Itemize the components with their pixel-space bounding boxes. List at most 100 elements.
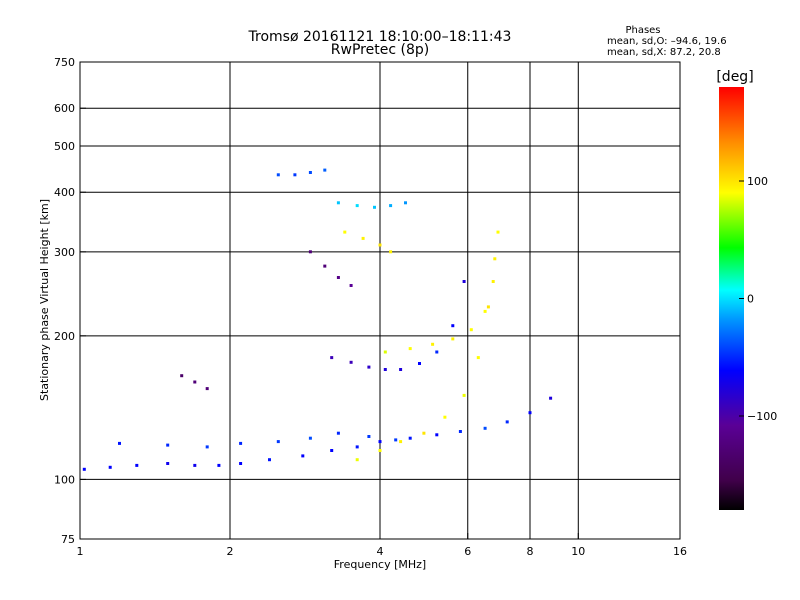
data-point [493,257,497,261]
x-tick-label: 4 [377,545,384,558]
colorbar-tick-label: 0 [747,293,754,306]
data-point [180,374,184,378]
data-point [82,467,86,471]
data-points [82,168,553,471]
data-point [308,436,312,440]
data-point [404,201,407,205]
data-point [349,360,353,364]
data-point [491,280,495,283]
data-point [293,173,297,177]
data-point [383,368,387,371]
data-point [418,362,421,365]
data-point [343,230,347,234]
data-point [394,438,398,442]
colorbar-tick-label: −100 [747,410,777,423]
chart-title: Tromsø 20161121 18:10:00–18:11:43 [248,29,512,45]
x-axis-ticks: 1 2 4 6 8 10 16 [77,533,687,558]
chart-subtitle: RwPretec (8p) [331,42,429,58]
colorbar-unit-label: [deg] [716,69,753,85]
data-point [389,204,393,208]
data-point [462,393,466,397]
data-point [408,347,412,351]
data-point [483,309,487,313]
grid-lines [80,62,680,539]
data-point [505,420,509,424]
data-point [193,380,197,384]
data-point [431,342,435,346]
colorbar-tick-label: 100 [747,175,768,188]
x-tick-label: 1 [77,545,84,558]
data-point [336,201,340,205]
x-tick-label: 8 [527,545,534,558]
data-point [268,458,271,462]
y-axis-ticks: 75 100 200 300 400 500 600 750 [54,56,86,546]
data-point [483,426,487,430]
data-point [239,441,243,445]
data-point [373,205,376,209]
data-point [435,433,439,437]
data-point [239,462,243,465]
data-point [383,350,387,354]
data-point [276,440,280,444]
y-tick-label: 75 [61,533,75,546]
y-tick-label: 200 [54,330,75,343]
data-point [399,440,403,444]
data-point [443,415,447,419]
data-point [367,365,371,369]
data-point [435,350,439,354]
x-tick-label: 16 [673,545,687,558]
data-point [193,463,197,467]
y-tick-label: 600 [54,102,75,115]
data-point [323,168,327,172]
data-point [367,435,371,438]
data-point [408,436,412,440]
data-point [323,264,327,268]
phases-x-stats: mean, sd,X: 87.2, 20.8 [607,47,721,58]
data-point [469,328,473,332]
data-point [422,431,426,435]
data-point [355,204,359,208]
data-point [451,337,455,341]
data-point [308,171,312,174]
data-point [336,431,340,435]
data-point [549,396,553,400]
data-point [330,449,334,452]
data-point [528,411,532,415]
phases-o-stats: mean, sd,O: –94.6, 19.6 [607,36,727,47]
data-point [458,430,462,433]
y-tick-label: 500 [54,140,75,153]
y-tick-label: 300 [54,246,75,259]
data-point [378,449,382,452]
data-point [349,284,353,287]
data-point [378,243,382,247]
y-tick-label: 400 [54,186,75,199]
x-tick-label: 2 [227,545,234,558]
data-point [336,276,340,279]
phases-heading: Phases [625,25,660,36]
data-point [399,368,403,371]
data-point [486,305,490,309]
x-tick-label: 6 [464,545,471,558]
data-point [308,250,312,254]
data-point [166,443,170,447]
data-point [217,463,221,467]
data-point [451,324,455,328]
data-point [496,230,500,234]
x-axis-label: Frequency [MHz] [334,558,426,571]
y-tick-label: 100 [54,473,75,486]
data-point [135,463,139,467]
colorbar-ticks: 100 0 −100 [739,175,777,423]
y-tick-label: 750 [54,56,75,69]
data-point [462,280,466,283]
data-point [166,462,170,465]
data-point [108,465,112,469]
data-point [276,173,280,177]
data-point [205,445,209,449]
data-point [378,440,382,444]
data-point [361,236,365,240]
y-axis-label: Stationary phase Virtual Height [km] [38,199,51,401]
data-point [301,454,305,458]
data-point [476,356,480,360]
data-point [330,356,334,360]
